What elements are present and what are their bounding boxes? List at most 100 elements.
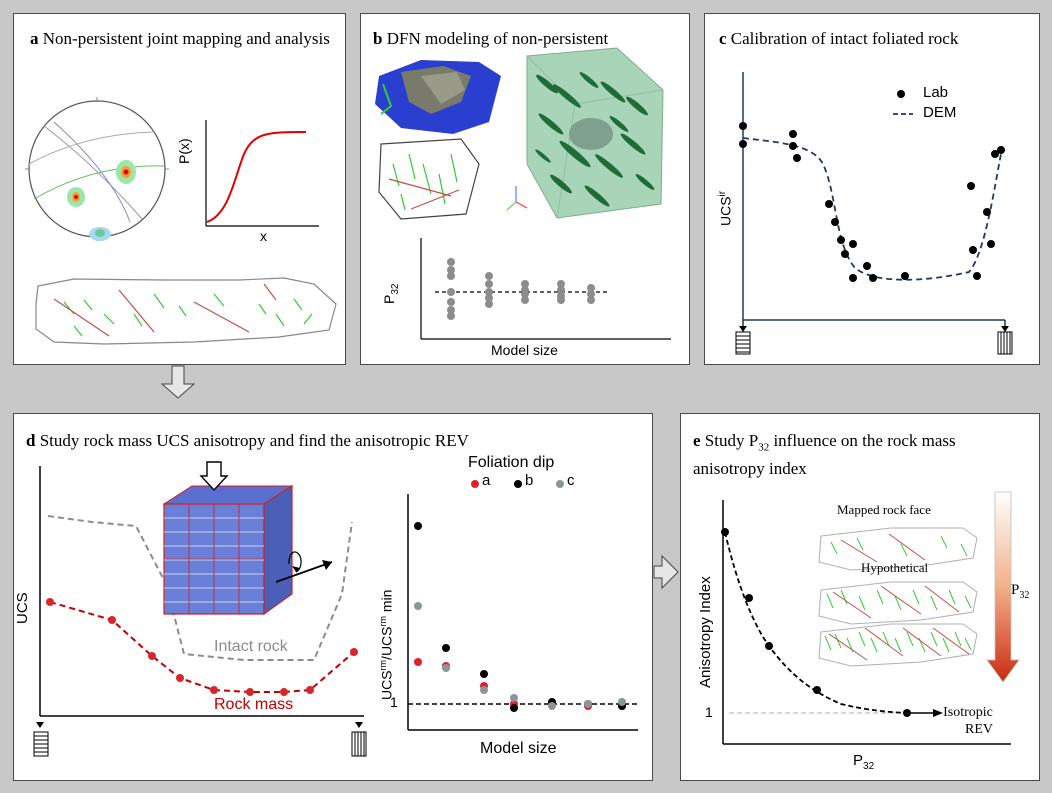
lab-point xyxy=(789,142,797,150)
isotropic-rev-label: Isotropic REV xyxy=(943,704,993,738)
lab-point xyxy=(967,182,975,190)
rock-mass-point xyxy=(306,686,314,694)
p32-xlabel: Model size xyxy=(491,342,558,358)
specimen-cube xyxy=(162,461,333,616)
ratio-point xyxy=(414,658,422,666)
panel-d-letter: d xyxy=(26,431,36,450)
mapped-rock-face xyxy=(818,527,978,571)
lab-point xyxy=(987,240,995,248)
anisotropy-point xyxy=(721,528,729,536)
lab-point xyxy=(841,250,849,258)
legend-b-label: b xyxy=(525,472,534,489)
panel-b: b DFN modeling of non-persistent xyxy=(360,13,690,365)
e-xlabel-main: P xyxy=(853,752,864,769)
ratio-point xyxy=(414,522,422,530)
e-xlabel: P32 xyxy=(853,752,874,772)
panel-a: a Non-persistent joint mapping and analy… xyxy=(13,13,346,365)
legend-c-marker xyxy=(556,480,564,488)
anisotropy-point xyxy=(745,594,753,602)
ratio-point xyxy=(584,700,592,708)
p32-ylabel-sub: 32 xyxy=(389,283,401,295)
lab-point xyxy=(739,122,747,130)
panel-c-title: c Calibration of intact foliated rock xyxy=(719,28,958,50)
panel-a-letter: a xyxy=(30,29,39,48)
lab-point xyxy=(869,274,877,282)
ratio-ylabel: UCSrm/UCSrm min xyxy=(378,590,395,700)
panel-e-letter: e xyxy=(693,431,701,450)
panel-e-title-line2: anisotropy index xyxy=(693,459,807,479)
lab-point xyxy=(983,208,991,216)
p32-point xyxy=(557,280,565,288)
mapped-outcrop xyxy=(35,277,337,345)
ratio-one-label: 1 xyxy=(390,694,398,710)
panel-c-letter: c xyxy=(719,29,727,48)
p32-ylabel-main: P xyxy=(381,294,397,304)
p32-ylabel: P32 xyxy=(381,284,401,304)
p32-point xyxy=(447,306,455,314)
panel-d: d Study rock mass UCS anisotropy and fin… xyxy=(13,413,653,781)
hypothetical-face-2 xyxy=(818,623,978,667)
rock-scan-3d xyxy=(375,60,501,134)
ratio-point xyxy=(442,644,450,652)
lab-point xyxy=(837,236,845,244)
ucs-ir-main: UCS xyxy=(717,196,734,226)
panel-c-title-text: Calibration of intact foliated rock xyxy=(730,29,959,48)
lab-point xyxy=(973,272,981,280)
rock-mass-point xyxy=(108,616,116,624)
ratio-points xyxy=(414,522,626,712)
d-ucs-ylabel: UCS xyxy=(14,592,31,624)
lab-point xyxy=(831,218,839,226)
panel-b-title-text: DFN modeling of non-persistent xyxy=(386,29,609,48)
p32-point xyxy=(485,272,493,280)
lab-points xyxy=(739,122,1005,282)
dfn-cube xyxy=(526,47,664,219)
lab-point xyxy=(901,272,909,280)
rock-mass-point xyxy=(176,674,184,682)
p32-point xyxy=(485,280,493,288)
lab-point xyxy=(793,154,801,162)
p32-point xyxy=(587,290,595,298)
legend-lab-label: Lab xyxy=(923,84,949,101)
horizontal-foliation-icon xyxy=(735,320,751,355)
p32-point xyxy=(447,266,455,274)
p32-point xyxy=(447,288,455,296)
vertical-foliation-icon xyxy=(997,320,1013,355)
ratio-point xyxy=(510,704,518,712)
p32-point xyxy=(485,294,493,302)
ratio-ylabel-end: min xyxy=(378,589,395,616)
lab-point xyxy=(849,274,857,282)
rock-mass-point xyxy=(246,688,254,696)
panel-e-title-sub: 32 xyxy=(758,441,770,454)
legend-a-marker xyxy=(471,480,479,488)
legend-c-label: c xyxy=(567,472,575,489)
d-horizontal-foliation-icon xyxy=(33,722,49,757)
p32-point xyxy=(521,296,529,304)
cdf-xlabel: x xyxy=(260,228,267,244)
hypothetical-label: Hypothetical xyxy=(861,560,929,575)
panel-e: e Study P32 influence on the rock mass a… xyxy=(680,413,1040,781)
p32-point xyxy=(447,298,455,306)
p32-bar-label: P32 xyxy=(1011,582,1029,601)
isotropic-line2: REV xyxy=(965,722,993,737)
ratio-legend-title: Foliation dip xyxy=(468,454,555,471)
stereonet xyxy=(25,97,169,241)
e-xlabel-sub: 32 xyxy=(863,761,875,772)
rock-mass-label: Rock mass xyxy=(214,696,294,713)
ratio-point xyxy=(480,686,488,694)
p32-point xyxy=(485,300,493,308)
panel-e-title-line1: e Study P32 influence on the rock mass xyxy=(693,430,956,458)
lab-point xyxy=(789,130,797,138)
e-one-label: 1 xyxy=(705,704,713,720)
lab-point xyxy=(825,200,833,208)
panel-a-graphics xyxy=(25,97,337,345)
traced-face xyxy=(378,138,480,220)
panel-d-title-text: Study rock mass UCS anisotropy and find … xyxy=(39,431,469,450)
ucs-ir-ylabel: UCSir xyxy=(717,191,734,226)
panel-e-title-a: Study P xyxy=(704,431,759,450)
rock-mass-point xyxy=(210,686,218,694)
lab-point xyxy=(739,140,747,148)
legend-b-marker xyxy=(514,480,522,488)
intact-rock-label: Intact rock xyxy=(214,638,288,655)
ratio-ylabel-mid: /UCS xyxy=(378,626,395,660)
